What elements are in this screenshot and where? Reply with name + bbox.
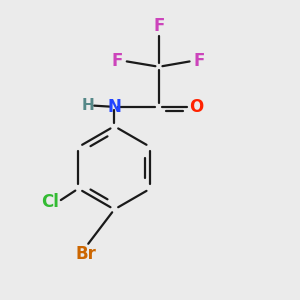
Text: N: N [107, 98, 121, 116]
Text: F: F [153, 17, 165, 35]
Text: F: F [194, 52, 205, 70]
Text: Cl: Cl [41, 193, 59, 211]
Text: H: H [81, 98, 94, 113]
Text: O: O [190, 98, 204, 116]
Text: Br: Br [76, 245, 97, 263]
Text: F: F [111, 52, 122, 70]
